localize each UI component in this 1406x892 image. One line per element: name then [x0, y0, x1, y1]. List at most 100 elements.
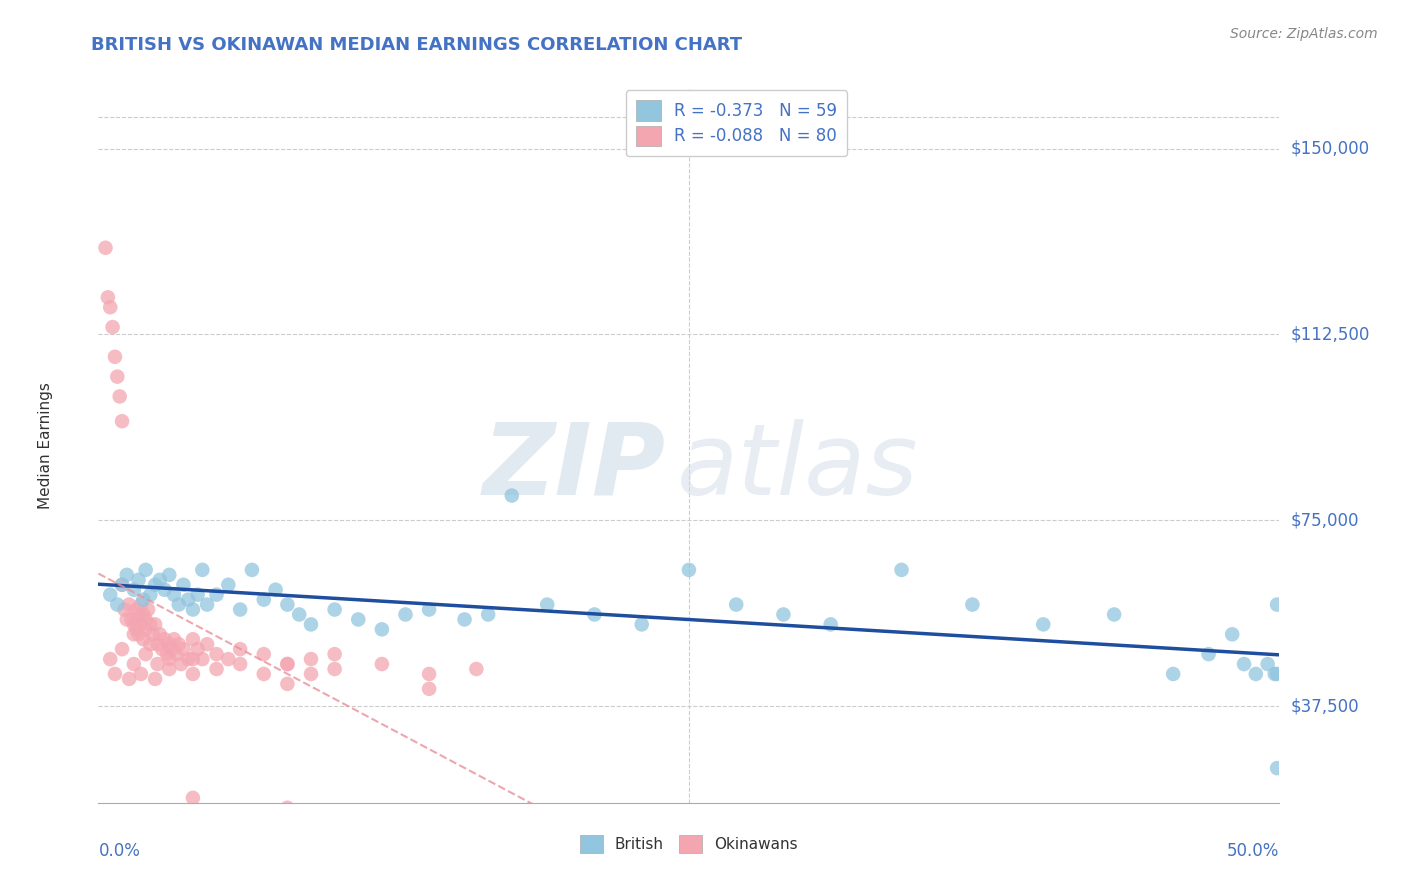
Point — [118, 598, 141, 612]
Point — [1264, 667, 1286, 681]
Point — [181, 652, 204, 666]
Point — [112, 602, 135, 616]
Point — [205, 588, 228, 602]
Point — [160, 642, 183, 657]
Point — [299, 667, 322, 681]
Point — [135, 647, 157, 661]
Point — [146, 637, 169, 651]
Point — [217, 578, 239, 592]
Point — [167, 598, 190, 612]
Point — [323, 602, 346, 616]
Text: 50.0%: 50.0% — [1227, 842, 1279, 860]
Point — [288, 607, 311, 622]
Point — [1102, 607, 1125, 622]
Point — [191, 563, 214, 577]
Legend: British, Okinawans: British, Okinawans — [574, 829, 804, 859]
Point — [108, 389, 131, 403]
Point — [276, 801, 298, 815]
Point — [583, 607, 606, 622]
Text: $150,000: $150,000 — [1291, 140, 1369, 158]
Point — [1032, 617, 1054, 632]
Point — [229, 642, 252, 657]
Point — [101, 320, 124, 334]
Point — [128, 607, 150, 622]
Point — [128, 573, 150, 587]
Point — [323, 662, 346, 676]
Point — [104, 667, 127, 681]
Point — [139, 588, 162, 602]
Point — [1244, 667, 1267, 681]
Point — [890, 563, 912, 577]
Point — [149, 627, 172, 641]
Point — [135, 612, 157, 626]
Point — [157, 652, 180, 666]
Point — [111, 578, 134, 592]
Point — [276, 598, 298, 612]
Point — [135, 623, 157, 637]
Point — [157, 662, 180, 676]
Text: atlas: atlas — [678, 419, 918, 516]
Point — [129, 617, 152, 632]
Point — [229, 657, 252, 671]
Point — [129, 667, 152, 681]
Point — [276, 657, 298, 671]
Point — [98, 300, 121, 314]
Point — [1265, 761, 1288, 775]
Point — [347, 612, 370, 626]
Point — [146, 657, 169, 671]
Point — [98, 588, 121, 602]
Point — [157, 637, 180, 651]
Text: $37,500: $37,500 — [1291, 698, 1360, 715]
Point — [163, 632, 186, 647]
Point — [264, 582, 287, 597]
Point — [115, 612, 138, 626]
Point — [172, 578, 194, 592]
Point — [132, 607, 155, 622]
Point — [139, 617, 162, 632]
Point — [105, 598, 128, 612]
Point — [139, 637, 162, 651]
Point — [217, 652, 239, 666]
Point — [165, 647, 187, 661]
Point — [253, 667, 276, 681]
Text: 0.0%: 0.0% — [98, 842, 141, 860]
Text: Median Earnings: Median Earnings — [38, 383, 53, 509]
Point — [111, 642, 134, 657]
Point — [195, 637, 218, 651]
Text: $112,500: $112,500 — [1291, 326, 1369, 343]
Point — [678, 563, 700, 577]
Point — [195, 598, 218, 612]
Point — [772, 607, 794, 622]
Point — [205, 647, 228, 661]
Point — [177, 592, 200, 607]
Point — [240, 563, 263, 577]
Point — [149, 573, 172, 587]
Point — [156, 647, 179, 661]
Text: BRITISH VS OKINAWAN MEDIAN EARNINGS CORRELATION CHART: BRITISH VS OKINAWAN MEDIAN EARNINGS CORR… — [91, 36, 742, 54]
Point — [725, 598, 748, 612]
Point — [418, 602, 440, 616]
Point — [371, 623, 394, 637]
Text: ZIP: ZIP — [482, 419, 665, 516]
Point — [153, 582, 176, 597]
Point — [122, 582, 145, 597]
Point — [453, 612, 475, 626]
Point — [501, 489, 523, 503]
Point — [163, 588, 186, 602]
Point — [111, 578, 134, 592]
Point — [181, 632, 204, 647]
Point — [98, 652, 121, 666]
Point — [111, 414, 134, 428]
Point — [121, 612, 143, 626]
Point — [1265, 667, 1288, 681]
Point — [276, 677, 298, 691]
Point — [167, 637, 190, 651]
Point — [122, 617, 145, 632]
Point — [299, 617, 322, 632]
Point — [172, 642, 194, 657]
Point — [187, 588, 209, 602]
Point — [150, 642, 173, 657]
Point — [962, 598, 984, 612]
Point — [125, 602, 148, 616]
Point — [1257, 657, 1279, 671]
